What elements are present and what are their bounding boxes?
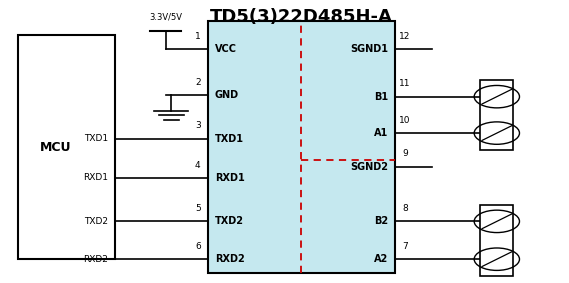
Text: 11: 11 (399, 79, 411, 88)
Text: A1: A1 (374, 128, 388, 138)
Text: 1: 1 (195, 32, 201, 41)
Text: 7: 7 (402, 242, 408, 251)
Text: GND: GND (215, 90, 239, 100)
Text: 9: 9 (402, 149, 408, 158)
Text: RXD1: RXD1 (83, 173, 108, 183)
FancyBboxPatch shape (208, 21, 395, 273)
Text: A2: A2 (374, 254, 388, 264)
Text: MCU: MCU (39, 141, 71, 154)
Text: TXD1: TXD1 (84, 134, 108, 143)
Text: TXD2: TXD2 (84, 217, 108, 226)
Text: B1: B1 (374, 92, 388, 102)
Text: 6: 6 (195, 242, 201, 251)
FancyBboxPatch shape (480, 80, 513, 150)
FancyBboxPatch shape (480, 205, 513, 276)
Text: RXD1: RXD1 (215, 173, 245, 183)
Text: 8: 8 (402, 204, 408, 213)
Text: 10: 10 (399, 116, 411, 125)
FancyBboxPatch shape (18, 35, 114, 259)
Text: 5: 5 (195, 204, 201, 213)
Text: SGND2: SGND2 (350, 162, 388, 172)
Text: RXD2: RXD2 (83, 255, 108, 264)
Text: 4: 4 (195, 160, 201, 170)
Text: B2: B2 (374, 216, 388, 226)
Text: 3: 3 (195, 121, 201, 130)
Text: TD5(3)22D485H-A: TD5(3)22D485H-A (210, 8, 393, 26)
Text: 3.3V/5V: 3.3V/5V (149, 12, 182, 21)
Text: VCC: VCC (215, 44, 237, 54)
Text: 12: 12 (399, 32, 411, 41)
Text: TXD2: TXD2 (215, 216, 244, 226)
Text: TXD1: TXD1 (215, 134, 244, 144)
Text: 2: 2 (195, 78, 201, 87)
Text: RXD2: RXD2 (215, 254, 245, 264)
Text: SGND1: SGND1 (350, 44, 388, 54)
